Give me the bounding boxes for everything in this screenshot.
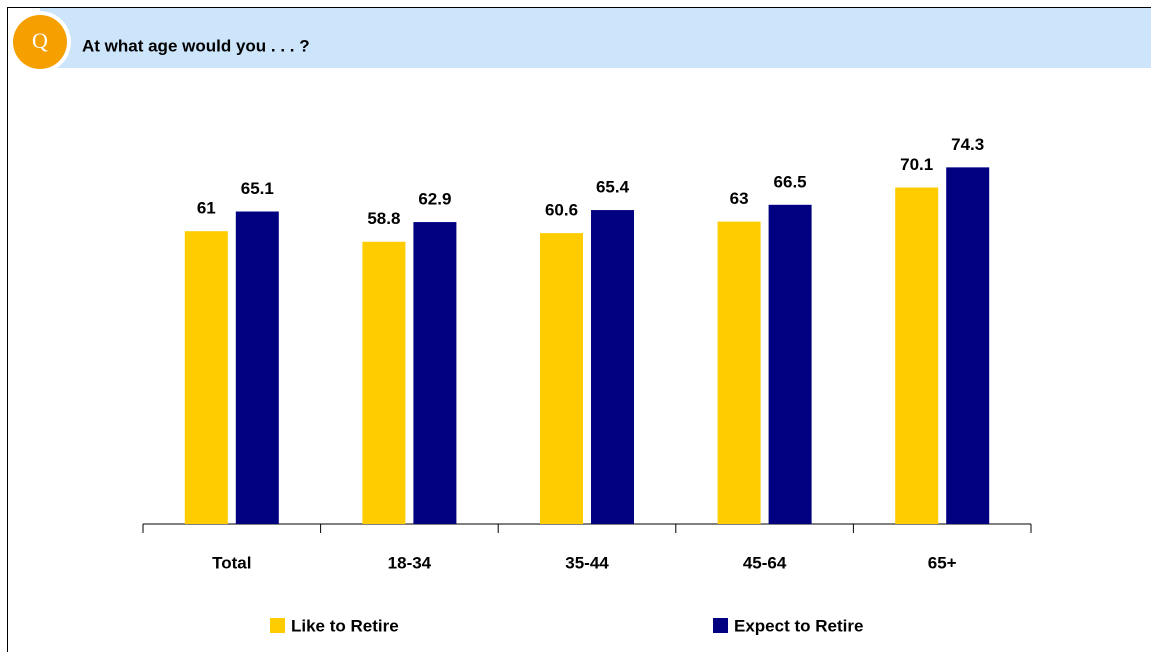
x-tick-label: 65+ — [928, 553, 957, 572]
bar — [591, 210, 634, 524]
x-tick-label: 35-44 — [565, 553, 609, 572]
legend-label: Expect to Retire — [734, 616, 863, 635]
data-label: 74.3 — [951, 135, 984, 154]
bar — [946, 167, 990, 525]
data-label: 63 — [730, 189, 749, 208]
bar — [362, 241, 406, 524]
data-label: 66.5 — [774, 172, 807, 191]
header-band — [40, 8, 1151, 68]
data-label: 61 — [197, 199, 216, 218]
data-label: 62.9 — [418, 190, 451, 209]
legend-swatch — [270, 618, 285, 633]
legend-swatch — [713, 618, 728, 633]
badge — [13, 15, 67, 69]
bar — [540, 233, 583, 524]
data-label: 65.4 — [596, 178, 630, 197]
x-tick-label: Total — [212, 553, 251, 572]
bar — [235, 211, 279, 524]
x-tick-label: 18-34 — [388, 553, 432, 572]
bar — [413, 222, 457, 524]
bar — [895, 187, 939, 524]
data-label: 60.6 — [545, 201, 578, 220]
chart-title: At what age would you . . . ? — [82, 36, 310, 55]
data-label: 70.1 — [900, 155, 933, 174]
data-label: 58.8 — [367, 209, 400, 228]
badge-letter: Q — [32, 28, 48, 53]
bar — [184, 231, 228, 524]
x-tick-label: 45-64 — [743, 553, 787, 572]
frame — [7, 7, 1151, 652]
legend-label: Like to Retire — [291, 616, 399, 635]
bar — [768, 204, 812, 525]
bar — [717, 221, 761, 524]
data-label: 65.1 — [241, 179, 274, 198]
